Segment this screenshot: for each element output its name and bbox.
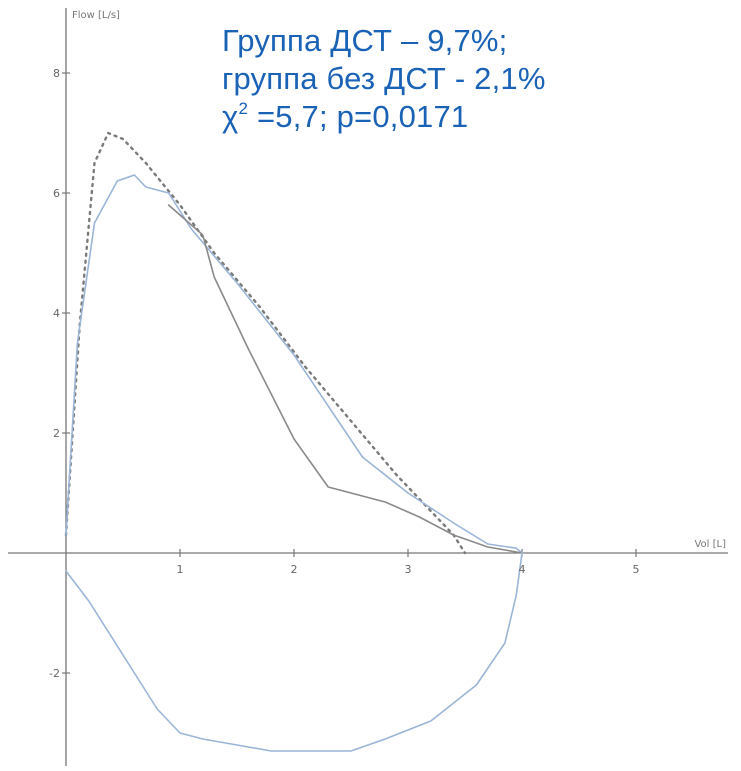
series-line-4 — [65, 552, 523, 752]
x-tick-label: 5 — [633, 563, 640, 576]
annotation-chi-superscript: 2 — [238, 99, 249, 118]
annotation-line-1: Группа ДСТ – 9,7%; — [222, 23, 508, 58]
series-line-2 — [65, 174, 523, 554]
annotation-line-2: группа без ДСТ - 2,1% — [222, 61, 546, 96]
x-tick-label: 3 — [405, 563, 412, 576]
annotation-chi-result: =5,7; p=0,0171 — [248, 99, 469, 134]
x-axis-title: Vol [L] — [694, 539, 726, 550]
x-tick-label: 4 — [519, 563, 526, 576]
chart-series-layer — [64, 131, 523, 752]
annotation-chi-symbol: χ — [222, 99, 239, 134]
y-tick-label: 6 — [53, 187, 60, 200]
series-line-1 — [64, 131, 467, 555]
statistics-annotation: Группа ДСТ – 9,7%; группа без ДСТ - 2,1%… — [222, 22, 546, 136]
chart-axes — [8, 8, 728, 766]
annotation-line-3: χ2 =5,7; p=0,0171 — [222, 98, 546, 136]
y-axis-title: Flow [L/s] — [72, 10, 120, 21]
series-line-3 — [167, 204, 523, 554]
y-tick-label: 4 — [53, 307, 60, 320]
x-tick-label: 2 — [291, 563, 298, 576]
y-tick-label: 8 — [53, 67, 60, 80]
x-tick-label: 1 — [177, 563, 184, 576]
chart-labels: 1 2 3 4 5 8 6 4 2 -2 Flow [L/s] Vol [L] — [49, 10, 726, 680]
y-tick-label: 2 — [53, 427, 60, 440]
y-tick-label: -2 — [49, 667, 60, 680]
